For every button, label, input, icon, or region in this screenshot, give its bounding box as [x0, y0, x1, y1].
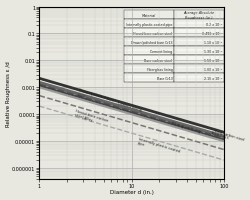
- Text: Cement lining: Cement lining: [118, 101, 142, 112]
- Text: Bare carbon steel: Bare carbon steel: [214, 128, 245, 141]
- X-axis label: Diameter d (in.): Diameter d (in.): [110, 189, 154, 194]
- Text: Internally plastic coated
pipe: Internally plastic coated pipe: [136, 136, 180, 157]
- Text: Fiber glass lining: Fiber glass lining: [171, 121, 200, 133]
- Y-axis label: Relative Roughness ε /d: Relative Roughness ε /d: [6, 61, 10, 126]
- Text: Bare Cr13: Bare Cr13: [211, 130, 229, 139]
- Text: Honed-bore carbon
steel Alloy: Honed-bore carbon steel Alloy: [74, 108, 109, 126]
- Text: Drawn/polished bare
Cr13: Drawn/polished bare Cr13: [76, 88, 114, 107]
